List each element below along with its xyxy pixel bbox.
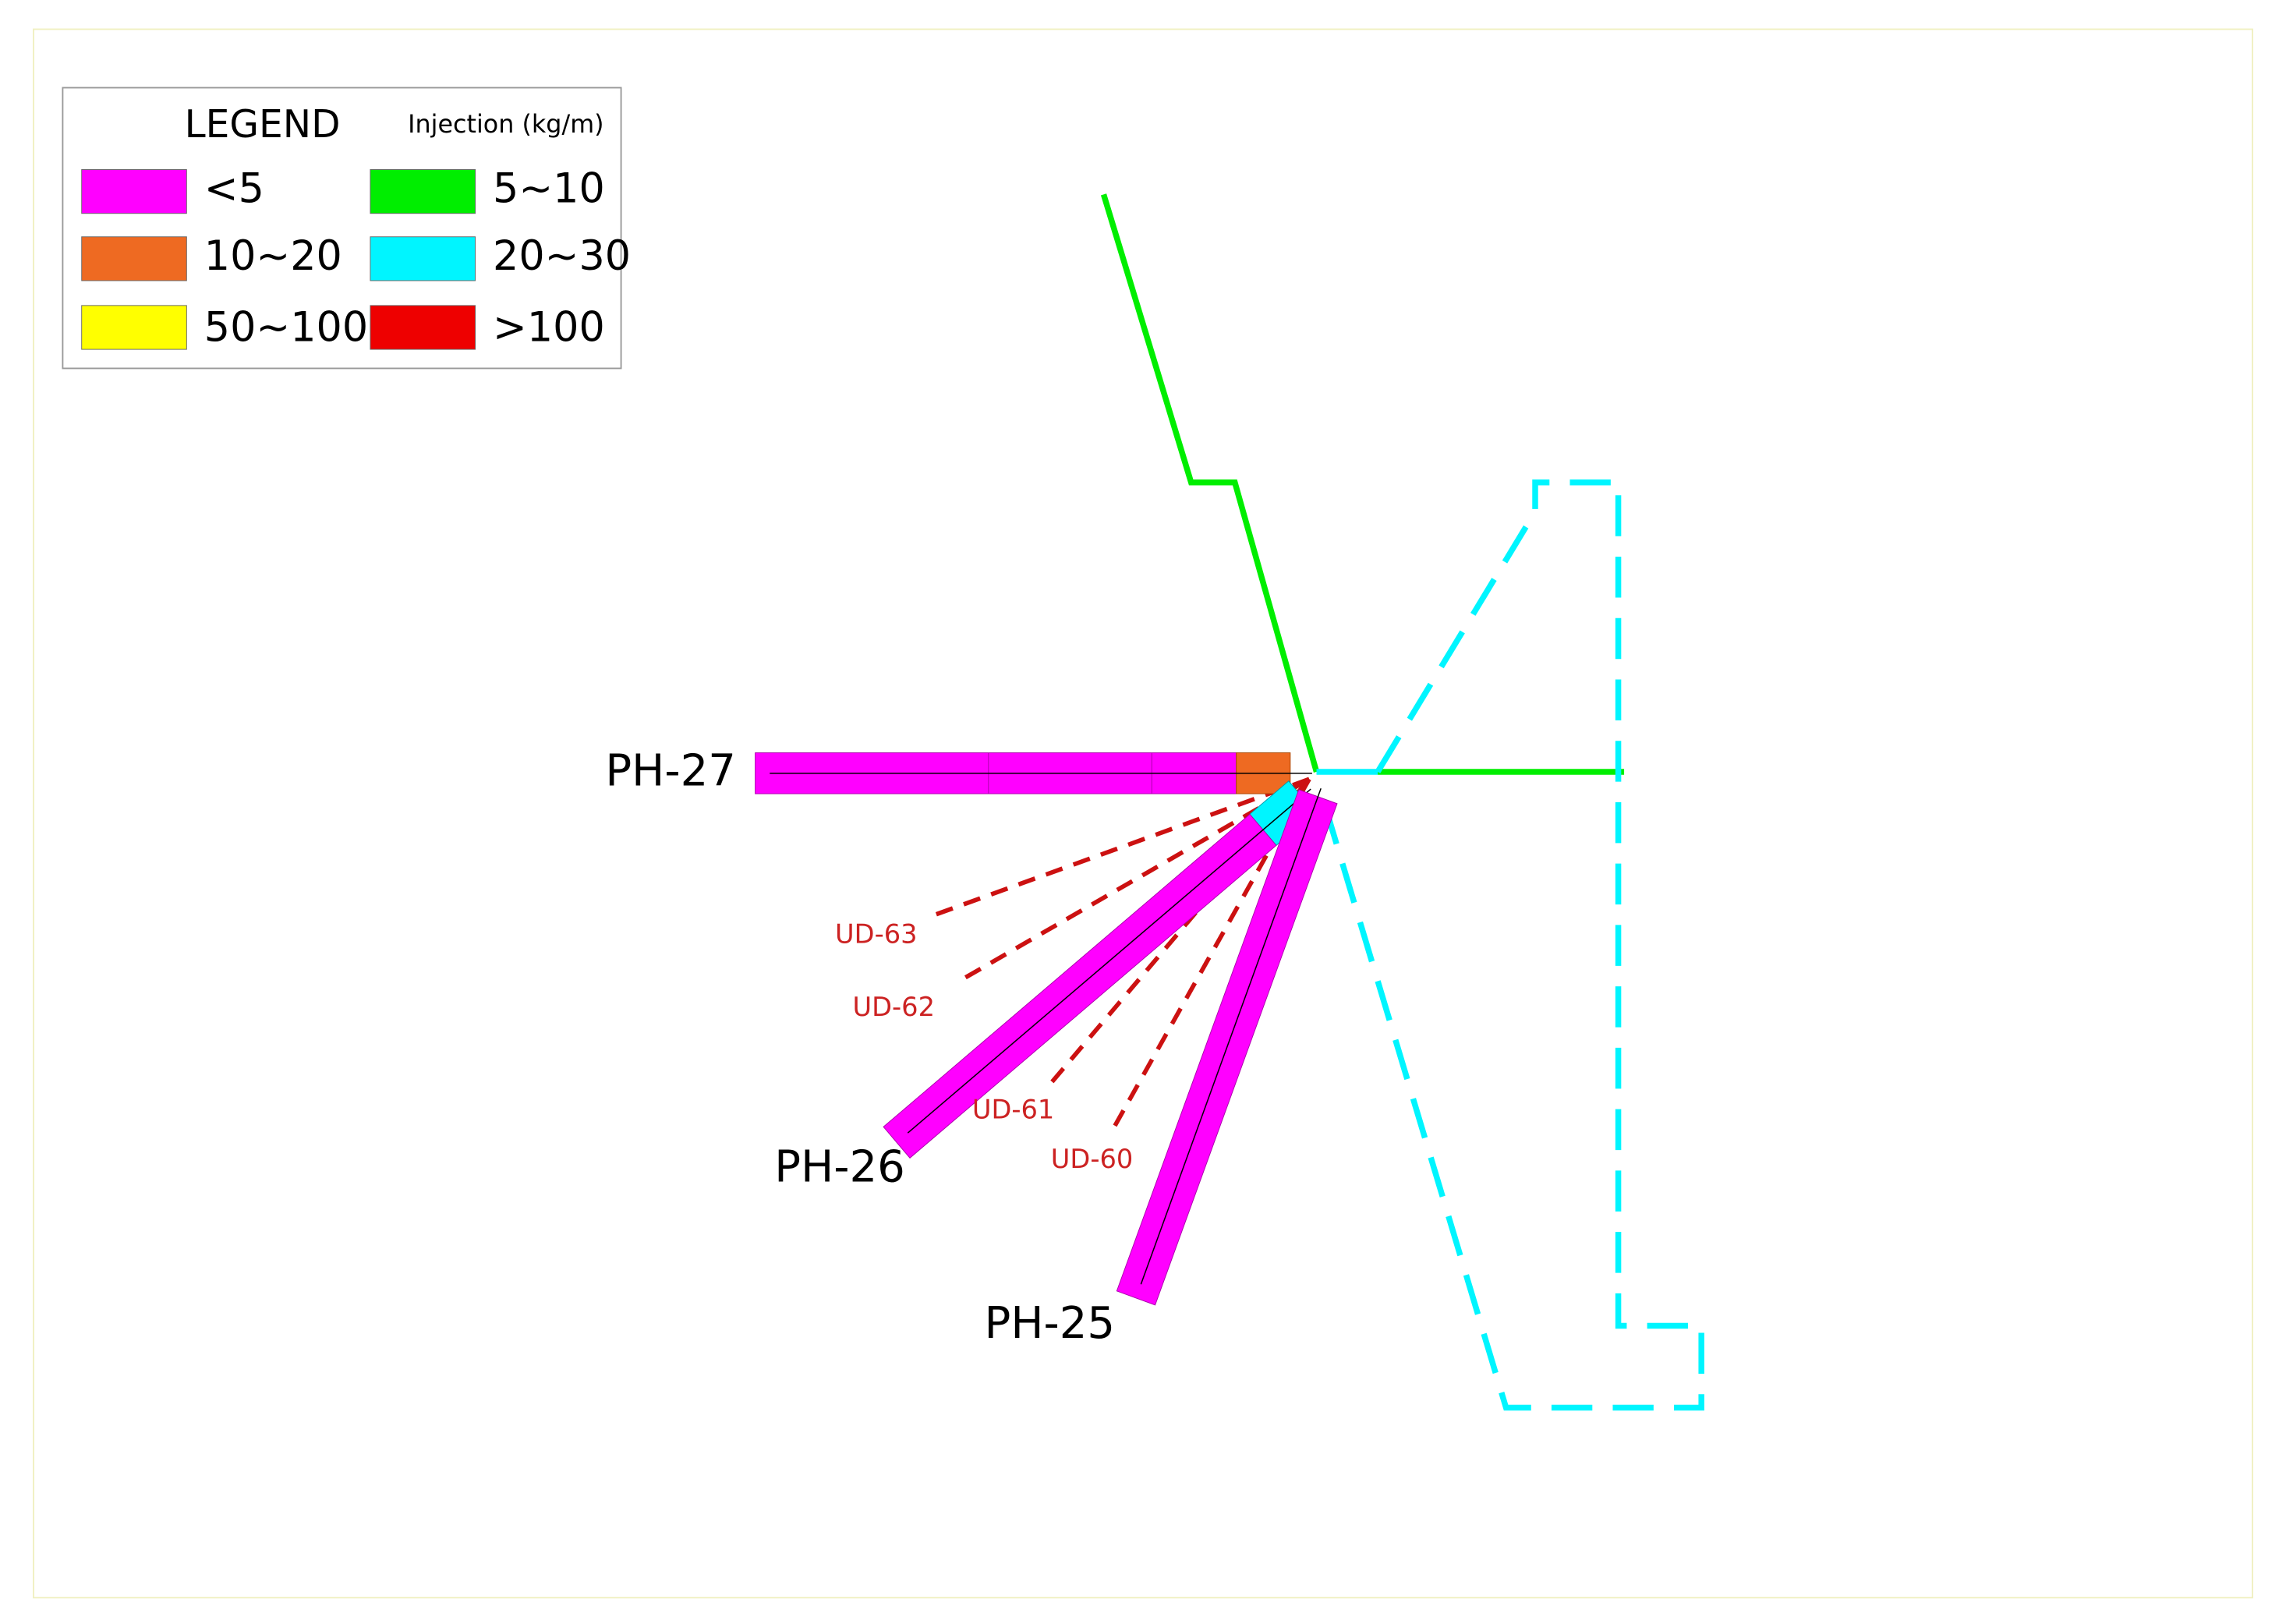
hole-label: PH-25 [985, 1298, 1116, 1349]
legend-label: 20~30 [493, 232, 631, 280]
legend-swatch [81, 169, 187, 214]
legend-swatch [370, 236, 476, 281]
legend-label: 50~100 [204, 304, 368, 352]
legend: LEGEND Injection (kg/m) <5 5~10 10~20 20… [62, 87, 631, 370]
legend-swatch [81, 305, 187, 350]
legend-title: LEGEND [185, 103, 341, 147]
hole-label: PH-26 [774, 1141, 905, 1192]
cyan-dashed-outline [1319, 479, 1704, 1411]
legend-swatch [370, 305, 476, 350]
legend-label: <5 [204, 165, 264, 213]
hole-label: PH-27 [605, 745, 736, 796]
legend-swatch [370, 169, 476, 214]
sheet-border [33, 28, 2253, 1599]
hole-bar [755, 752, 1312, 794]
hole-bar [1116, 787, 1338, 1306]
ud-label: UD-61 [972, 1094, 1054, 1124]
legend-unit: Injection (kg/m) [408, 109, 603, 139]
legend-label: >100 [493, 304, 605, 352]
ud-label: UD-63 [835, 918, 917, 949]
ud-label: UD-60 [1051, 1144, 1133, 1174]
legend-label: 5~10 [493, 165, 605, 213]
ud-label: UD-62 [853, 992, 935, 1022]
green-outline [1100, 193, 1320, 773]
hole-bar [883, 780, 1316, 1159]
legend-swatch [81, 236, 187, 281]
ud-line [929, 777, 1311, 919]
axis-line [1140, 787, 1322, 1285]
legend-label: 10~20 [204, 232, 342, 280]
axis-line [907, 788, 1311, 1134]
